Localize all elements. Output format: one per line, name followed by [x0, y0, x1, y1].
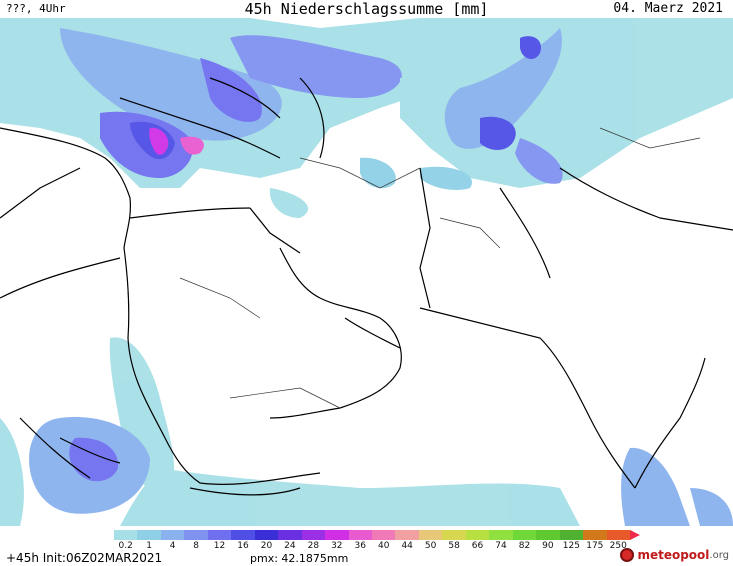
color-legend-swatch: [114, 530, 138, 540]
color-legend-swatch: [418, 530, 443, 540]
color-legend-swatch: [536, 530, 560, 540]
color-legend-swatch: [442, 530, 466, 540]
color-legend-swatch: [278, 530, 302, 540]
color-legend-swatch: [160, 530, 185, 540]
color-legend-swatch: [348, 530, 372, 540]
brand-suffix: .org: [709, 549, 729, 561]
color-legend-label: 36: [354, 541, 366, 551]
color-legend-labels: 0.2 1 4 8 12 16 20 24 28 32 36 40 44 50 58 66 74 82 90 125 1…: [114, 541, 630, 553]
color-legend-label: 58: [448, 541, 460, 551]
color-legend-label: 74: [495, 541, 507, 551]
color-legend-swatch: [395, 530, 419, 540]
color-legend-swatch: [371, 530, 396, 540]
color-legend-label: 175: [586, 541, 604, 551]
color-legend-label: 28: [307, 541, 320, 551]
color-legend-swatch: [254, 530, 279, 540]
color-legend-label: 82: [518, 541, 531, 551]
color-legend-label: 66: [471, 541, 484, 551]
max-precip-label: pmx: 42.1875mm: [250, 552, 349, 565]
color-legend-swatch: [606, 530, 630, 540]
color-legend-label: 20: [260, 541, 273, 551]
color-legend-label: 50: [424, 541, 437, 551]
meteopool-logo[interactable]: meteopool .org: [620, 548, 729, 562]
color-legend-label: 40: [377, 541, 390, 551]
color-legend-label: 32: [331, 541, 343, 551]
map-title: 45h Niederschlagssumme [mm]: [244, 0, 489, 18]
valid-date: 04. Maerz 2021: [613, 1, 723, 16]
color-legend-swatch: [207, 530, 232, 540]
color-legend-swatch: [489, 530, 513, 540]
color-legend-label: 250: [609, 541, 627, 551]
run-label: ???, 4Uhr: [6, 2, 66, 15]
color-legend-label: 125: [562, 541, 580, 551]
forecast-init-label: +45h Init:06Z02MAR2021: [6, 551, 163, 565]
brand-name: meteopool: [637, 548, 710, 562]
color-legend-label: 44: [401, 541, 413, 551]
color-legend-label: 12: [213, 541, 226, 551]
color-legend-label: 16: [237, 541, 249, 551]
precipitation-map: [0, 18, 733, 526]
color-legend-label: 4: [169, 541, 176, 551]
color-legend-swatch: [512, 530, 537, 540]
color-legend-swatch: [137, 530, 161, 540]
color-legend-swatch: [184, 530, 208, 540]
color-legend-swatch: [559, 530, 584, 540]
color-legend-swatch: [325, 530, 349, 540]
colorbar-arrow-icon: [630, 530, 640, 540]
color-legend-swatch: [583, 530, 607, 540]
color-legend-bar: [114, 530, 630, 540]
color-legend-label: 24: [284, 541, 296, 551]
color-legend-swatch: [231, 530, 255, 540]
border-lines: [179, 127, 701, 409]
color-legend-label: 90: [542, 541, 554, 551]
color-legend-label: 8: [193, 541, 199, 551]
color-legend-label: 1: [146, 541, 153, 551]
meteopool-logo-icon: [620, 548, 635, 562]
color-legend-swatch: [465, 530, 490, 540]
color-legend-label: 0.2: [118, 541, 133, 551]
coastlines: [0, 77, 733, 496]
precipitation-fields: [0, 18, 733, 526]
color-legend-swatch: [301, 530, 326, 540]
